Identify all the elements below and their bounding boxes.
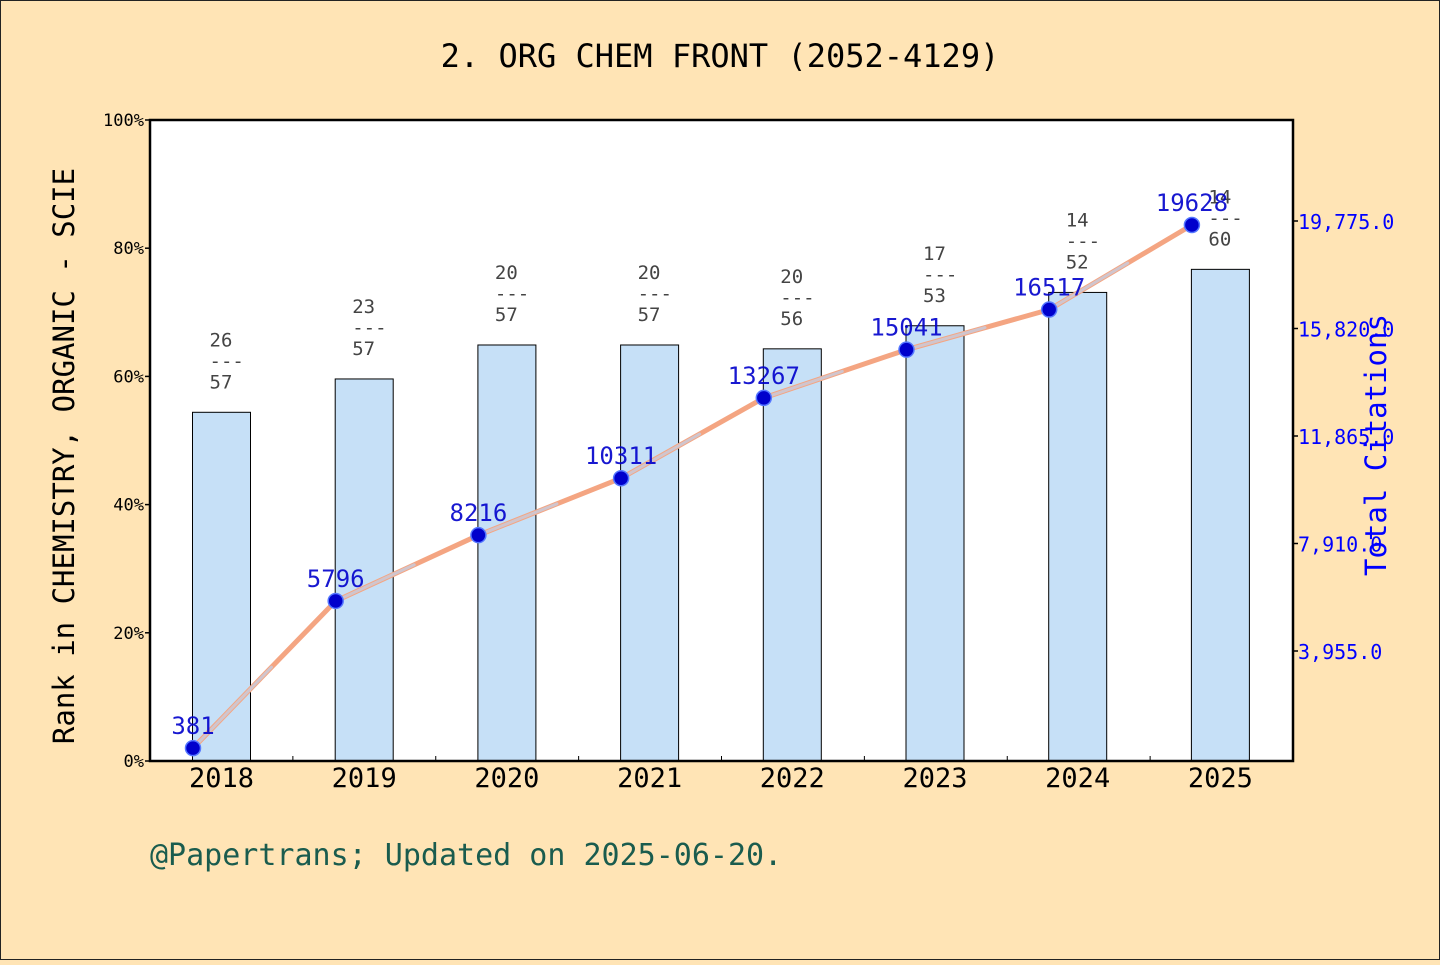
citation-value-label: 19628 [1156,189,1228,217]
bar-2024 [1048,291,1108,762]
left-tick-label: 60% [113,367,144,387]
rank-separator: --- [495,283,529,305]
citation-value-label: 381 [171,712,214,740]
citation-point-2025 [1183,216,1201,234]
right-tick-label: 3,955.0 [1298,640,1382,664]
citation-value-label: 13267 [728,362,800,390]
citation-point-2024 [1040,301,1058,318]
rank-total: 57 [495,304,518,326]
rank-label: 14 [1208,186,1231,208]
line-layer [184,216,1201,757]
rank-total: 53 [923,285,946,307]
x-tick-label: 2020 [474,763,539,794]
bar-2020 [477,344,537,762]
rank-label: 26 [210,329,233,351]
left-axis: 0% 20% 40% 60% 80% 100% [103,111,150,772]
citation-value-label: 5796 [307,565,365,593]
x-tick-label: 2021 [617,763,682,794]
citation-line-highlight [334,563,416,603]
left-tick-label: 40% [113,496,144,516]
bar-2022 [762,348,822,762]
citation-point-2023 [898,341,915,358]
x-tick-label: 2019 [332,763,397,794]
rank-total: 57 [352,338,375,360]
citation-value-label: 8216 [450,499,508,527]
bar-2025 [1190,268,1250,762]
citation-point-2019 [327,592,344,610]
rank-separator: --- [1066,230,1100,252]
citation-point-2020 [470,526,487,544]
rank-separator: --- [352,317,386,339]
right-tick-label: 19,775.0 [1298,210,1394,234]
left-axis-title: Rank in CHEMISTRY, ORGANIC - SCIE [47,168,81,744]
citation-line-highlight [191,665,273,750]
rank-total: 52 [1066,251,1089,273]
rank-total: 57 [210,371,233,393]
rank-label: 14 [1066,209,1089,231]
rank-separator: --- [210,350,244,372]
rank-total: 57 [638,304,661,326]
x-tick-label: 2025 [1188,763,1253,794]
left-tick-label: 0% [124,752,144,772]
right-tick-label: 7,910.0 [1298,533,1382,557]
right-tick-label: 15,820.0 [1298,318,1394,342]
rank-separator: --- [780,287,814,309]
right-axis: 3,955.0 7,910.0 11,865.0 15,820.0 19,775.0 [1293,210,1394,664]
rank-separator: --- [638,283,672,305]
rank-total: 60 [1208,228,1231,250]
rank-label: 20 [495,262,518,284]
rank-total: 56 [780,308,803,330]
citation-value-label: 10311 [585,442,657,470]
rank-label: 17 [923,243,946,265]
x-tick-label: 2018 [189,763,254,794]
right-tick-label: 11,865.0 [1298,425,1394,449]
citation-line-highlight [619,432,702,480]
bar-2019 [334,378,394,762]
citation-point-2022 [755,389,773,407]
x-axis: 2018 2019 2020 2021 2022 2023 2024 2025 [149,756,1294,794]
citation-line-highlight [1047,261,1130,312]
rank-separator: --- [1208,207,1242,229]
bar-2023 [905,325,965,762]
left-tick-label: 80% [113,239,144,259]
right-axis-title: Total Citations [1359,314,1393,576]
chart-title: 2. ORG CHEM FRONT (2052-4129) [441,37,1000,75]
citation-point-2021 [612,469,630,487]
bar-2021 [620,344,680,762]
bar-2018 [192,411,251,762]
labels-layer: 26---5723---5720---5720---5720---5617---… [171,186,1242,740]
x-tick-label: 2022 [760,763,825,794]
citation-line-highlight [476,502,559,537]
citation-value-label: 15041 [870,314,942,342]
left-tick-label: 20% [113,624,144,644]
rank-separator: --- [923,264,957,286]
footer-credit: @Papertrans; Updated on 2025-06-20. [150,838,782,873]
x-tick-label: 2023 [902,763,967,794]
rank-label: 20 [780,266,803,288]
citation-line-highlight [905,326,987,352]
left-tick-label: 100% [103,111,144,131]
citation-point-2018 [184,739,202,757]
citation-value-label: 16517 [1013,274,1085,302]
rank-label: 20 [638,262,661,284]
citation-line-highlight [762,369,844,400]
rank-label: 23 [352,296,375,318]
plot-area [150,120,1293,761]
x-tick-label: 2024 [1045,763,1110,794]
